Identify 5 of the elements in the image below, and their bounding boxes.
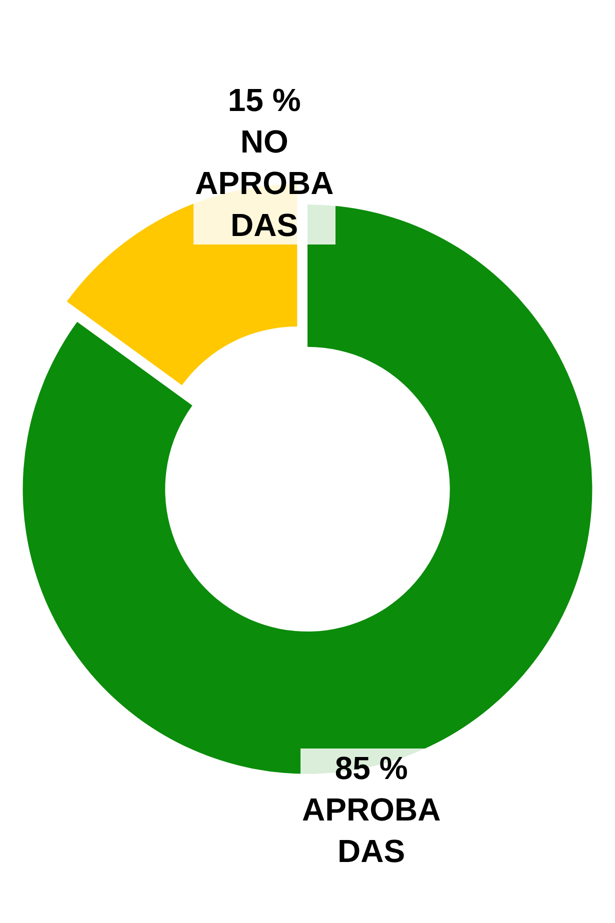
- data-label: 85 %: [334, 750, 408, 786]
- slice-label: APROBADAS: [302, 792, 441, 870]
- slice-label: APROBADAS: [195, 165, 334, 243]
- category-label: NO: [240, 124, 288, 160]
- data-label: 15 %: [228, 82, 301, 118]
